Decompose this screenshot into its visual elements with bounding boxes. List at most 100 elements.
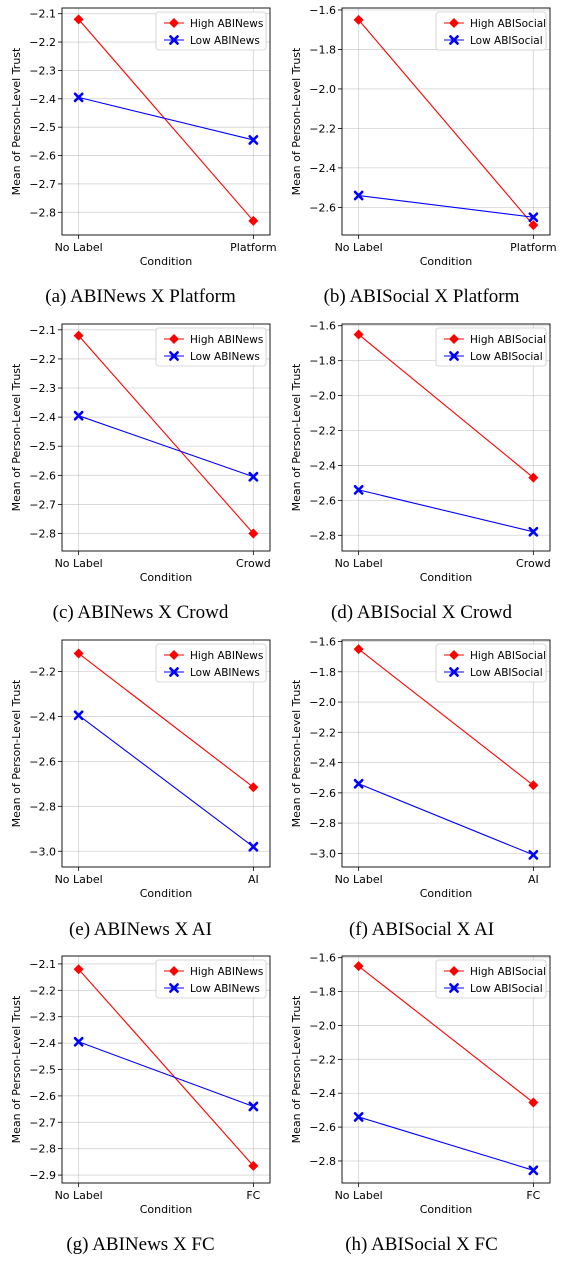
y-tick-label: −2.2 [309, 122, 336, 135]
y-tick-label: −2.2 [29, 36, 56, 49]
series-low [353, 484, 539, 537]
y-tick-label: −2.8 [309, 817, 336, 830]
series-line [358, 19, 534, 226]
y-axis-label: Mean of Person-Level Trust [290, 679, 303, 827]
data-point [73, 330, 84, 341]
data-point [248, 1160, 259, 1171]
y-axis-label: Mean of Person-Level Trust [10, 47, 23, 195]
x-tick-label: Platform [230, 241, 276, 254]
x-tick-label: No Label [55, 873, 103, 886]
x-axis-label: Condition [140, 255, 193, 268]
x-axis-label: Condition [420, 887, 473, 900]
x-tick-label: AI [528, 873, 539, 886]
y-tick-label: −2.6 [29, 1090, 56, 1103]
series-line [78, 18, 254, 222]
panel-caption: (h) ABISocial X FC [345, 1234, 498, 1255]
data-point [248, 1101, 259, 1112]
chart-panel-g: −2.1 −2.2 −2.3 −2.4 −2.5 −2.6 −2.7 −2.8 −2.9 No L… [10, 955, 271, 1216]
plot-frame [341, 323, 551, 552]
y-tick-label: −2.5 [29, 121, 56, 134]
legend-entry-label: High ABINews [190, 334, 263, 346]
legend-swatch-marker [449, 35, 459, 45]
x-axis-label: Condition [420, 1203, 473, 1216]
legend-entry-label: High ABINews [190, 18, 263, 30]
data-point [248, 135, 259, 145]
legend-swatch-marker [449, 667, 459, 677]
y-tick-label: −2.3 [29, 382, 56, 395]
legend: High ABINews Low ABINews [155, 959, 267, 999]
y-tick-label: −2.6 [29, 755, 56, 768]
legend: High ABISocial Low ABISocial [435, 327, 547, 367]
legend-entry-label: High ABISocial [470, 966, 546, 978]
data-point [528, 849, 539, 860]
data-point [528, 1165, 539, 1176]
y-tick-label: −2.5 [29, 440, 56, 453]
panel-caption: (d) ABISocial X Crowd [330, 602, 512, 623]
y-axis-label: Mean of Person-Level Trust [290, 47, 303, 195]
chart-panel-c: −2.1 −2.2 −2.3 −2.4 −2.5 −2.6 −2.7 −2.8 No Label… [10, 323, 271, 584]
chart-panel-e: −2.2 −2.4 −2.6 −2.8 −3.0 No Label AI Condition M… [10, 639, 271, 900]
y-tick-label: −2.8 [29, 800, 56, 813]
x-tick-label: No Label [335, 241, 383, 254]
y-tick-label: −2.4 [29, 93, 56, 106]
y-tick-label: −2.2 [29, 984, 56, 997]
legend-swatch-marker [169, 351, 179, 361]
series-low [73, 1036, 259, 1112]
series-low [73, 710, 259, 852]
x-tick-label: No Label [335, 873, 383, 886]
y-tick-label: −2.0 [309, 696, 336, 709]
y-tick-label: −1.8 [309, 43, 336, 56]
y-tick-label: −2.0 [309, 390, 336, 403]
data-point [528, 526, 539, 537]
x-axis-label: Condition [140, 1203, 193, 1216]
y-tick-label: −2.4 [29, 1037, 56, 1050]
x-tick-label: FC [526, 1189, 540, 1202]
plot-frame [61, 955, 271, 1184]
series-low [353, 778, 539, 860]
series-high [353, 14, 539, 231]
y-tick-label: −3.0 [29, 845, 56, 858]
y-tick-label: −1.6 [309, 952, 336, 965]
series-line [358, 648, 534, 786]
data-point [73, 964, 84, 975]
series-low [353, 1112, 539, 1176]
data-point [73, 1036, 84, 1047]
legend-swatch-marker [169, 18, 179, 28]
y-tick-label: −2.1 [29, 958, 56, 971]
y-tick-label: −2.4 [29, 411, 56, 424]
plot-frame [341, 955, 551, 1184]
series-line [78, 653, 254, 788]
plot-frame [341, 639, 551, 868]
data-point [248, 841, 259, 852]
legend-entry-label: High ABINews [190, 650, 263, 662]
y-tick-label: −2.8 [29, 1143, 56, 1156]
legend-entry-label: Low ABISocial [470, 983, 543, 995]
series-high [73, 964, 259, 1171]
series-line [78, 335, 254, 534]
legend-swatch-marker [449, 18, 459, 28]
y-tick-label: −2.2 [309, 425, 336, 438]
plot-frame [61, 323, 271, 552]
series-line [358, 489, 534, 533]
y-tick-label: −2.7 [29, 498, 56, 511]
y-tick-label: −2.3 [29, 64, 56, 77]
y-tick-label: −2.4 [29, 710, 56, 723]
legend-swatch-marker [169, 983, 179, 993]
y-tick-label: −1.6 [309, 4, 336, 17]
x-tick-label: No Label [335, 557, 383, 570]
x-axis-label: Condition [420, 571, 473, 584]
data-point [353, 190, 364, 201]
chart-panel-a: −2.1 −2.2 −2.3 −2.4 −2.5 −2.6 −2.7 −2.8 No Label… [10, 7, 277, 268]
legend-entry-label: Low ABINews [190, 35, 260, 47]
panel-caption: (c) ABINews X Crowd [52, 602, 229, 623]
data-point [528, 780, 539, 791]
x-tick-label: AI [248, 873, 259, 886]
series-high [353, 961, 539, 1108]
y-axis-label: Mean of Person-Level Trust [10, 363, 23, 511]
data-point [353, 14, 364, 25]
series-line [358, 334, 534, 479]
legend-entry-label: Low ABISocial [470, 667, 543, 679]
y-tick-label: −2.6 [309, 787, 336, 800]
series-line [78, 1041, 254, 1107]
y-tick-label: −1.8 [309, 666, 336, 679]
